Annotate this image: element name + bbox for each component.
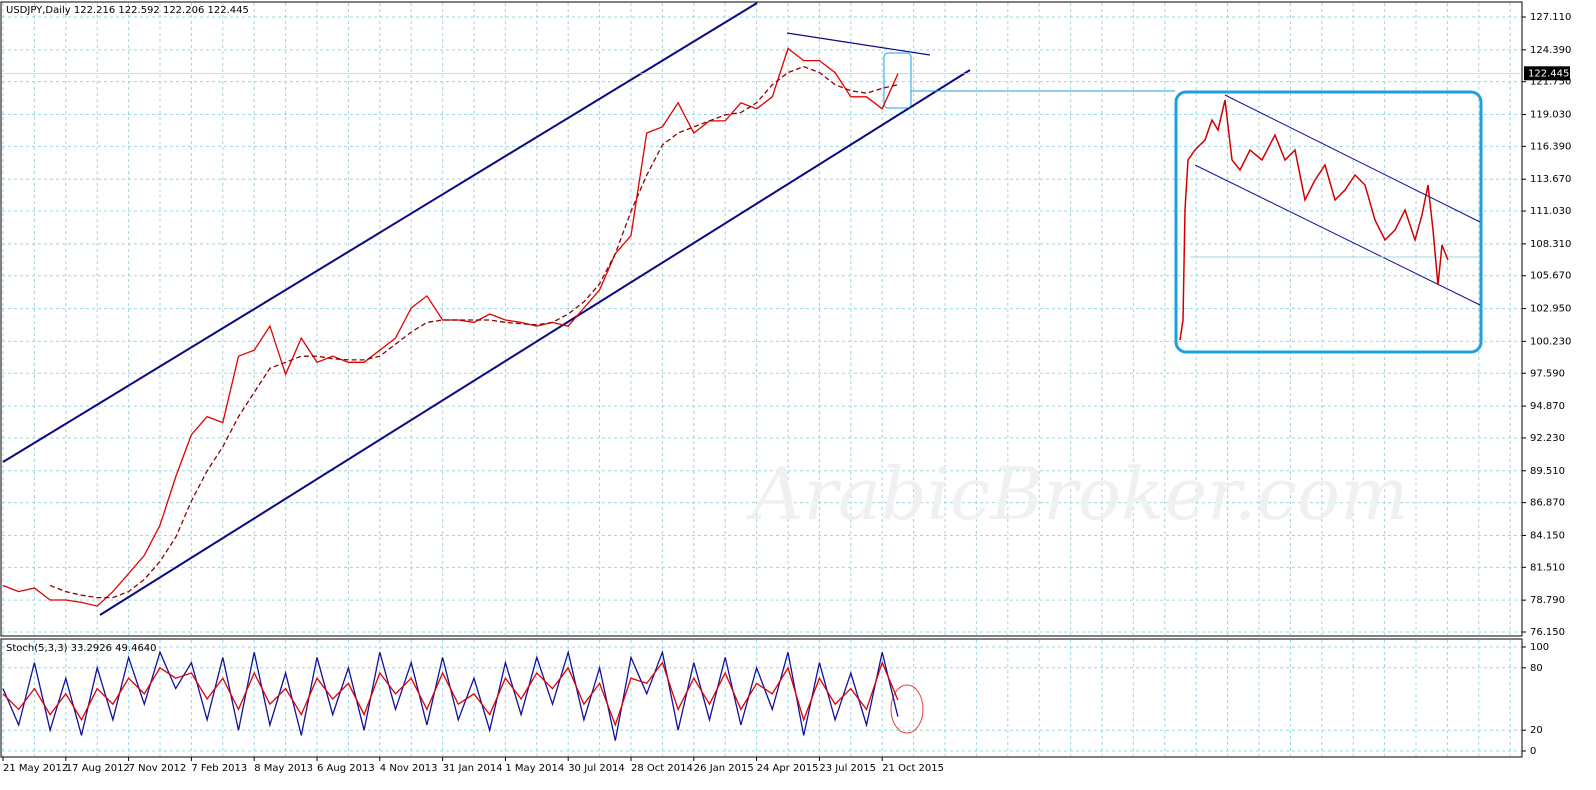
y-tick-label: 92.230 [1530, 433, 1565, 444]
x-tick-label: 23 Jul 2015 [819, 763, 876, 774]
x-tick-label: 30 Jul 2014 [568, 763, 625, 774]
x-tick-label: 17 Aug 2012 [66, 763, 130, 774]
x-tick-label: 26 Jan 2015 [694, 763, 754, 774]
x-tick-label: 7 Nov 2012 [129, 763, 187, 774]
y-tick-label: 94.870 [1530, 401, 1565, 412]
price-panel [0, 1, 1523, 637]
x-tick-label: 1 May 2014 [505, 763, 564, 774]
resistance-line [786, 32, 931, 56]
y-tick-label: 102.950 [1530, 304, 1571, 315]
y-tick-label: 76.150 [1530, 627, 1565, 638]
x-tick-label: 4 Nov 2013 [380, 763, 438, 774]
channel-upper [2, 2, 758, 463]
inset-channel-lower [1194, 164, 1481, 306]
y-tick-label: 80 [1530, 663, 1543, 674]
stoch-panel [0, 638, 1523, 758]
chart-title: USDJPY,Daily 122.216 122.592 122.206 122… [6, 5, 249, 16]
x-tick-label: 21 Oct 2015 [882, 763, 944, 774]
zoom-inset [1174, 90, 1483, 354]
y-tick-label: 81.510 [1530, 562, 1565, 573]
inset-channel-upper [1224, 94, 1481, 223]
y-tick-label: 89.510 [1530, 466, 1565, 477]
y-tick-label: 111.030 [1530, 206, 1571, 217]
series-line [49, 65, 899, 599]
last-price-box [1524, 66, 1570, 81]
y-tick-label: 113.670 [1530, 174, 1571, 185]
y-tick-label: 116.390 [1530, 141, 1571, 152]
x-tick-label: 28 Oct 2014 [631, 763, 693, 774]
last-price-label: 122.445 [1528, 68, 1569, 79]
y-tick-label: 20 [1530, 725, 1543, 736]
y-tick-label: 86.870 [1530, 498, 1565, 509]
y-tick-label: 127.110 [1530, 12, 1571, 23]
y-tick-label: 105.670 [1530, 271, 1571, 282]
highlight-box [883, 52, 912, 109]
y-tick-label: 121.750 [1530, 77, 1571, 88]
y-tick-label: 84.150 [1530, 530, 1565, 541]
indicator-title: Stoch(5,3,3) 33.2926 49.4640 [6, 643, 157, 654]
x-tick-label: 6 Aug 2013 [317, 763, 375, 774]
y-tick-label: 100.230 [1530, 336, 1571, 347]
x-tick-label: 24 Apr 2015 [757, 763, 819, 774]
x-tick-label: 7 Feb 2013 [191, 763, 247, 774]
y-tick-label: 0 [1530, 746, 1536, 757]
y-tick-label: 100 [1530, 642, 1549, 653]
x-tick-label: 31 Jan 2014 [443, 763, 503, 774]
series-line [2, 47, 899, 607]
x-tick-label: 21 May 2012 [3, 763, 68, 774]
annotation-circle [890, 684, 924, 734]
y-tick-label: 124.390 [1530, 45, 1571, 56]
inset-price [1179, 99, 1449, 341]
y-tick-label: 97.590 [1530, 368, 1565, 379]
y-tick-label: 78.790 [1530, 595, 1565, 606]
channel-lower [99, 69, 971, 616]
x-tick-label: 8 May 2013 [254, 763, 313, 774]
y-tick-label: 108.310 [1530, 239, 1571, 250]
watermark: ArabicBroker.com [745, 452, 1408, 536]
series-line [2, 660, 899, 727]
y-tick-label: 119.030 [1530, 110, 1571, 121]
